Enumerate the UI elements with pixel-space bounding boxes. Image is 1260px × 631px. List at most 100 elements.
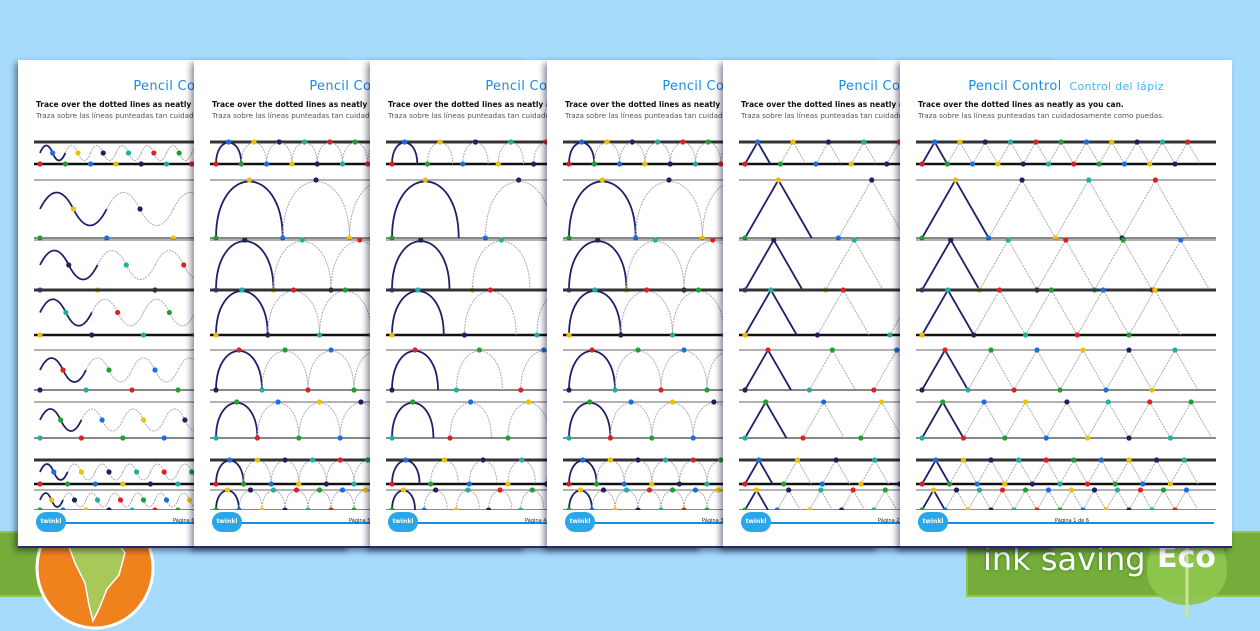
- trace-dot: [213, 435, 219, 441]
- trace-dot: [51, 469, 57, 475]
- trace-stroke: [520, 490, 545, 510]
- trace-stroke: [1123, 140, 1151, 165]
- page-number: Página 6 de 6: [173, 518, 208, 524]
- tracing-patterns: [916, 139, 1216, 510]
- trace-stroke: [1105, 348, 1153, 391]
- trace-dot: [476, 347, 482, 353]
- trace-dot: [1152, 177, 1159, 183]
- trace-dot: [120, 435, 126, 441]
- trace-dot: [690, 435, 696, 441]
- trace-dot: [1064, 399, 1070, 405]
- trace-dot: [649, 435, 655, 441]
- trace-stroke: [307, 490, 332, 510]
- trace-stroke: [215, 141, 243, 165]
- trace-dot: [718, 161, 724, 167]
- trace-dot: [652, 237, 658, 243]
- trace-dot: [681, 347, 687, 353]
- footer-line: [741, 522, 1037, 524]
- trace-stroke: [391, 350, 439, 391]
- trace-dot: [1121, 161, 1127, 167]
- trace-dot: [497, 487, 503, 493]
- trace-dot: [1147, 161, 1153, 167]
- trace-dot: [756, 457, 762, 463]
- trace-dot: [238, 161, 244, 167]
- trace-dot: [1086, 177, 1092, 183]
- trace-dot: [1022, 332, 1029, 338]
- trace-dot: [339, 487, 346, 493]
- trace-stroke: [391, 459, 421, 485]
- trace-dot: [705, 139, 711, 145]
- trace-dot: [264, 161, 270, 167]
- trace-dot: [66, 262, 72, 268]
- trace-dot: [690, 457, 696, 463]
- trace-dot: [259, 387, 265, 393]
- footer-line: [36, 522, 332, 524]
- trace-dot: [835, 235, 841, 241]
- trace-stroke: [626, 240, 685, 291]
- trace-stroke: [484, 181, 553, 239]
- trace-dot: [37, 435, 43, 441]
- trace-dot: [1091, 487, 1098, 493]
- page-number: Página 3 de 6: [702, 518, 737, 524]
- trace-dot: [505, 435, 511, 441]
- trace-dot: [282, 507, 288, 510]
- page-title: Pencil Control Control del lápiz: [900, 79, 1232, 94]
- trace-dot: [947, 481, 953, 487]
- trace-dot: [642, 161, 648, 167]
- trace-dot: [276, 139, 282, 145]
- trace-dot: [246, 177, 252, 183]
- trace-dot: [566, 507, 572, 510]
- trace-dot: [213, 507, 219, 510]
- twinkl-logo: twinkl: [741, 512, 771, 532]
- trace-dot: [1057, 481, 1063, 487]
- trace-dot: [161, 469, 167, 475]
- trace-stroke: [468, 460, 498, 485]
- trace-stroke: [391, 141, 419, 165]
- trace-dot: [960, 457, 966, 463]
- trace-dot: [138, 161, 144, 167]
- trace-stroke: [497, 142, 525, 165]
- trace-stroke: [949, 458, 978, 485]
- trace-dot: [531, 161, 537, 167]
- trace-dot: [352, 139, 358, 145]
- trace-dot: [965, 387, 971, 393]
- trace-dot: [389, 435, 395, 441]
- trace-dot: [487, 287, 493, 293]
- trace-dot: [995, 161, 1001, 167]
- trace-dot: [742, 235, 748, 241]
- title-en: Pencil Control: [968, 79, 1062, 94]
- trace-dot: [175, 387, 181, 393]
- trace-dot: [882, 487, 888, 493]
- trace-stroke: [1128, 488, 1153, 510]
- trace-stroke: [261, 350, 309, 391]
- trace-dot: [75, 150, 81, 156]
- trace-dot: [680, 139, 686, 145]
- trace-stroke: [391, 402, 435, 439]
- trace-stroke: [307, 350, 355, 391]
- trace-dot: [604, 139, 610, 145]
- trace-dot: [623, 487, 630, 493]
- trace-dot: [239, 287, 245, 293]
- trace-stroke: [620, 290, 673, 336]
- trace-dot: [649, 481, 655, 487]
- trace-stroke: [115, 145, 142, 161]
- trace-dot: [89, 332, 95, 338]
- trace-dot: [106, 469, 112, 475]
- trace-dot: [518, 387, 524, 393]
- trace-dot: [403, 457, 409, 463]
- trace-dot: [894, 347, 900, 353]
- trace-dot: [186, 497, 193, 503]
- trace-dot: [351, 507, 357, 510]
- trace-dot: [60, 507, 66, 510]
- trace-dot: [129, 507, 135, 510]
- trace-stroke: [744, 140, 772, 165]
- trace-dot: [704, 481, 710, 487]
- trace-dot: [997, 287, 1003, 293]
- trace-stroke: [988, 178, 1056, 239]
- trace-stroke: [921, 140, 949, 165]
- trace-dot: [293, 487, 300, 493]
- trace-dot: [1058, 139, 1064, 145]
- title-es: Control del lápiz: [1069, 80, 1164, 93]
- trace-stroke: [1073, 140, 1100, 165]
- trace-dot: [940, 399, 946, 405]
